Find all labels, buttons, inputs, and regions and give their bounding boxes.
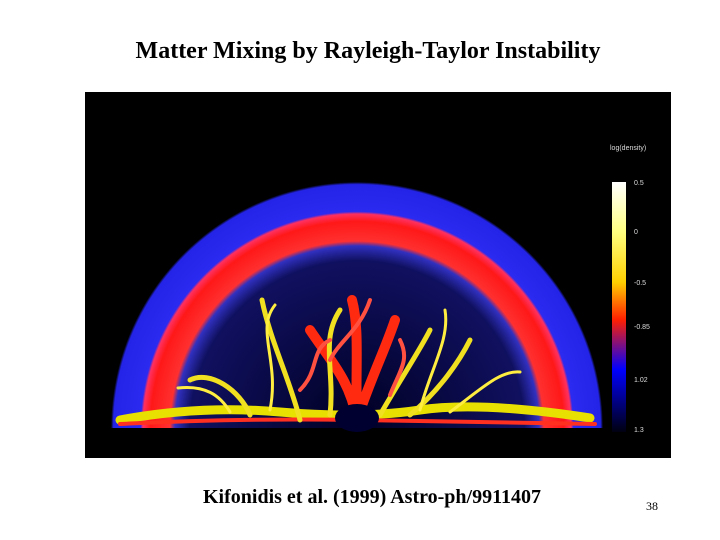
simulation-figure: log(density) 0.5 0 -0.5 -0.85 1.02 1.3 — [85, 92, 671, 458]
page-number: 38 — [646, 499, 658, 513]
colorbar-label: 0.5 — [634, 180, 644, 187]
colorbar-label: -0.85 — [634, 324, 650, 331]
slide-title: Matter Mixing by Rayleigh-Taylor Instabi… — [136, 38, 601, 64]
colorbar-label: 1.02 — [634, 377, 648, 384]
colorbar-label: 0 — [634, 229, 638, 236]
colorbar-label: 1.3 — [634, 427, 644, 434]
colorbar-title: log(density) — [610, 145, 646, 152]
colorbar-label: -0.5 — [634, 280, 646, 287]
caption: Kifonidis et al. (1999) Astro-ph/9911407 — [203, 486, 541, 508]
